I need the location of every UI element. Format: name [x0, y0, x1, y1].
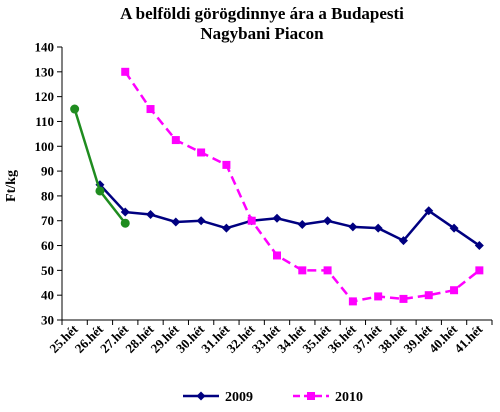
data-point	[120, 207, 130, 217]
legend-label: 2009	[225, 390, 253, 405]
series-2009-0	[95, 180, 484, 251]
y-tick-label: 130	[35, 64, 55, 79]
chart-title: A belföldi görögdinnye ára a BudapestiNa…	[120, 4, 404, 43]
series-line	[99, 183, 481, 247]
data-point	[450, 286, 459, 295]
data-point	[171, 136, 180, 145]
chart-title-line: A belföldi görögdinnye ára a Budapesti	[120, 4, 404, 23]
legend-item-2010: 2010	[293, 390, 363, 405]
legend-label: 2010	[335, 390, 363, 405]
data-point	[373, 223, 383, 233]
series-line	[73, 108, 127, 224]
data-point	[70, 104, 80, 114]
y-tick-label: 50	[41, 263, 54, 278]
y-axis-label: Ft/kg	[4, 170, 19, 202]
data-point	[298, 266, 307, 275]
y-tick-label: 40	[41, 288, 54, 303]
data-point	[222, 160, 231, 169]
data-point	[323, 216, 333, 226]
data-point	[348, 297, 357, 306]
legend-item-2009: 2009	[183, 390, 253, 405]
data-point	[424, 206, 434, 216]
data-point	[171, 217, 181, 227]
data-point	[475, 266, 484, 275]
data-point	[297, 219, 307, 229]
y-tick-label: 80	[41, 188, 54, 203]
data-point	[449, 223, 459, 233]
series-2010-1	[121, 67, 484, 306]
data-point	[348, 222, 358, 232]
data-point	[247, 216, 256, 225]
data-point	[424, 291, 433, 300]
axes	[61, 47, 492, 321]
series-layer	[70, 67, 484, 306]
series-unnamed-2	[70, 104, 130, 228]
chart-title-line: Nagybani Piacon	[200, 24, 324, 43]
data-point	[374, 292, 383, 301]
data-point	[221, 223, 231, 233]
data-point	[120, 218, 130, 228]
legend-marker	[196, 391, 206, 401]
y-tick-label: 60	[41, 238, 54, 253]
data-point	[146, 210, 156, 220]
x-ticks: 25.hét26.hét27.hét28.hét29.hét30.hét31.h…	[46, 320, 493, 356]
data-point	[398, 236, 408, 246]
data-point	[273, 251, 281, 260]
data-point	[196, 216, 206, 226]
y-tick-label: 30	[41, 313, 54, 328]
data-point	[121, 67, 130, 76]
y-tick-label: 90	[41, 164, 54, 179]
x-tick-label: 41.hét	[451, 321, 486, 356]
data-point	[197, 148, 206, 157]
y-tick-label: 120	[35, 89, 55, 104]
data-point	[146, 105, 155, 114]
legend-marker	[307, 392, 315, 400]
legend: 2009 2010	[183, 390, 363, 405]
data-point	[272, 213, 282, 223]
y-ticks: 30 40 50 60 70 80 90 100 110 120 130 140	[35, 40, 62, 328]
y-tick-label: 100	[35, 139, 55, 154]
data-point	[474, 241, 484, 251]
series-line	[124, 71, 481, 303]
y-tick-label: 70	[41, 213, 54, 228]
data-point	[323, 266, 332, 275]
y-tick-label: 140	[35, 40, 55, 55]
y-tick-label: 110	[35, 114, 54, 129]
data-point	[95, 186, 105, 196]
data-point	[399, 294, 408, 303]
